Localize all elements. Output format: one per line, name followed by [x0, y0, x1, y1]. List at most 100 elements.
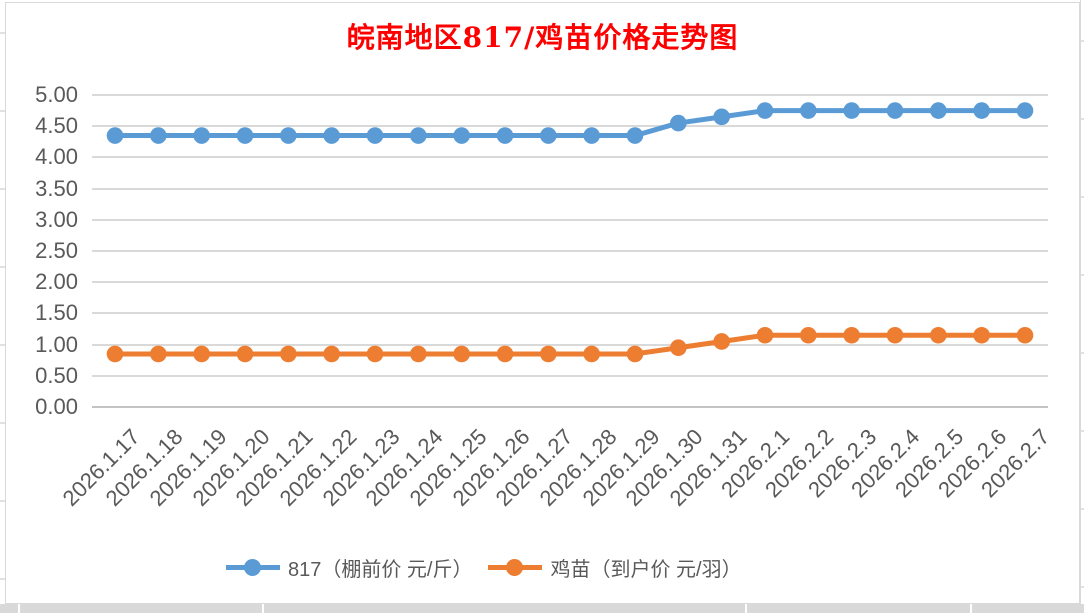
chart-area[interactable] — [5, 2, 1080, 604]
gridline — [92, 250, 1048, 252]
y-axis-tick-label: 0.00 — [35, 394, 78, 419]
worksheet-bottom-row — [0, 604, 1084, 613]
y-axis-tick-label: 1.00 — [35, 331, 78, 357]
y-axis-tick-label: 4.00 — [35, 144, 78, 170]
data-point-marker[interactable] — [150, 127, 167, 144]
data-point-marker[interactable] — [800, 326, 817, 344]
data-point-marker[interactable] — [323, 127, 340, 144]
data-point-marker[interactable] — [1016, 102, 1034, 119]
x-axis-line — [92, 406, 1048, 408]
data-point-marker[interactable] — [280, 345, 297, 363]
data-point-marker[interactable] — [713, 333, 730, 350]
legend-item-chick[interactable]: 鸡苗（到户价 元/羽） — [488, 553, 742, 582]
y-axis-tick-label: 0.50 — [35, 362, 78, 388]
worksheet-row-border — [1081, 196, 1084, 198]
data-point-marker[interactable] — [453, 345, 470, 363]
legend-dot-icon — [506, 558, 524, 576]
data-point-marker[interactable] — [366, 345, 384, 363]
worksheet-row-border — [1081, 508, 1084, 510]
gridline — [92, 125, 1048, 128]
worksheet-cell-separator — [262, 604, 264, 613]
data-point-marker[interactable] — [626, 127, 644, 144]
worksheet-row-border — [0, 266, 5, 268]
gridline — [92, 312, 1048, 315]
data-point-marker[interactable] — [886, 326, 904, 344]
data-point-marker[interactable] — [150, 345, 167, 363]
legend: 817（棚前价 元/斤） 鸡苗（到户价 元/羽） — [226, 552, 742, 582]
data-point-marker[interactable] — [973, 102, 990, 119]
data-point-marker[interactable] — [930, 102, 947, 119]
y-axis-tick-label: 1.50 — [35, 300, 78, 326]
data-point-marker[interactable] — [756, 326, 774, 344]
data-point-marker[interactable] — [410, 345, 427, 363]
data-point-marker[interactable] — [626, 345, 644, 363]
y-axis-tick-label: 4.50 — [35, 113, 78, 139]
gridline — [92, 281, 1048, 284]
data-point-marker[interactable] — [496, 127, 514, 144]
data-point-marker[interactable] — [886, 102, 904, 119]
gridline — [92, 343, 1048, 346]
data-point-marker[interactable] — [236, 127, 254, 144]
worksheet-row-border — [0, 32, 5, 34]
gridline — [92, 374, 1048, 377]
data-point-marker[interactable] — [366, 127, 384, 144]
gridline — [92, 94, 1048, 96]
y-axis-tick-label: 5.00 — [35, 82, 78, 107]
y-axis-tick-label: 3.00 — [35, 206, 78, 232]
worksheet-row-border — [0, 110, 5, 112]
worksheet-cell-separator — [970, 604, 972, 613]
legend-label: 鸡苗（到户价 元/羽） — [550, 558, 742, 581]
data-point-marker[interactable] — [280, 127, 297, 144]
legend-item-817[interactable]: 817（棚前价 元/斤） — [226, 553, 472, 582]
data-point-marker[interactable] — [540, 345, 557, 363]
data-point-marker[interactable] — [713, 108, 730, 126]
worksheet-row-border — [0, 344, 5, 346]
worksheet-column-border — [1080, 0, 1081, 604]
legend-line-marker-icon — [488, 558, 543, 576]
gridline — [92, 156, 1048, 159]
gridline — [92, 218, 1048, 221]
data-point-marker[interactable] — [1016, 326, 1034, 344]
data-point-marker[interactable] — [973, 326, 990, 344]
data-point-marker[interactable] — [930, 326, 947, 344]
data-point-marker[interactable] — [583, 345, 600, 363]
worksheet-row-border — [1081, 40, 1084, 42]
data-point-marker[interactable] — [843, 326, 860, 344]
data-point-marker[interactable] — [496, 345, 514, 363]
y-axis-tick-label: 2.00 — [35, 269, 78, 295]
data-point-marker[interactable] — [800, 102, 817, 119]
legend-line-marker-icon — [226, 558, 280, 576]
data-point-marker[interactable] — [193, 345, 210, 363]
legend-dot-icon — [244, 558, 261, 576]
chart-title: 皖南地区817/鸡苗价格走势图 — [346, 21, 739, 54]
worksheet-cell-separator — [18, 604, 20, 613]
data-point-marker[interactable] — [670, 339, 687, 357]
data-point-marker[interactable] — [756, 102, 774, 119]
data-point-marker[interactable] — [453, 127, 470, 144]
data-point-marker[interactable] — [106, 345, 124, 363]
data-point-marker[interactable] — [540, 127, 557, 144]
data-point-marker[interactable] — [843, 102, 860, 119]
worksheet-cell-separator — [745, 604, 747, 613]
worksheet-row-border — [0, 578, 5, 580]
legend-label: 817（棚前价 元/斤） — [288, 558, 473, 581]
data-point-marker[interactable] — [670, 114, 687, 132]
worksheet-row-border — [1081, 430, 1084, 432]
worksheet-row-border — [1081, 352, 1084, 354]
worksheet-row-border — [1081, 274, 1084, 276]
data-point-marker[interactable] — [323, 345, 340, 363]
data-point-marker[interactable] — [193, 127, 210, 144]
data-point-marker[interactable] — [236, 345, 254, 363]
data-point-marker[interactable] — [106, 127, 124, 144]
worksheet-row-border — [1081, 586, 1084, 588]
series-line-chick[interactable] — [112, 332, 1028, 357]
data-point-marker[interactable] — [410, 127, 427, 144]
worksheet-row-border — [0, 188, 5, 190]
worksheet-row-border — [0, 422, 5, 424]
series-line-817[interactable] — [112, 108, 1028, 139]
gridline — [92, 187, 1048, 190]
data-point-marker[interactable] — [583, 127, 600, 144]
y-axis-tick-label: 3.50 — [35, 175, 78, 201]
